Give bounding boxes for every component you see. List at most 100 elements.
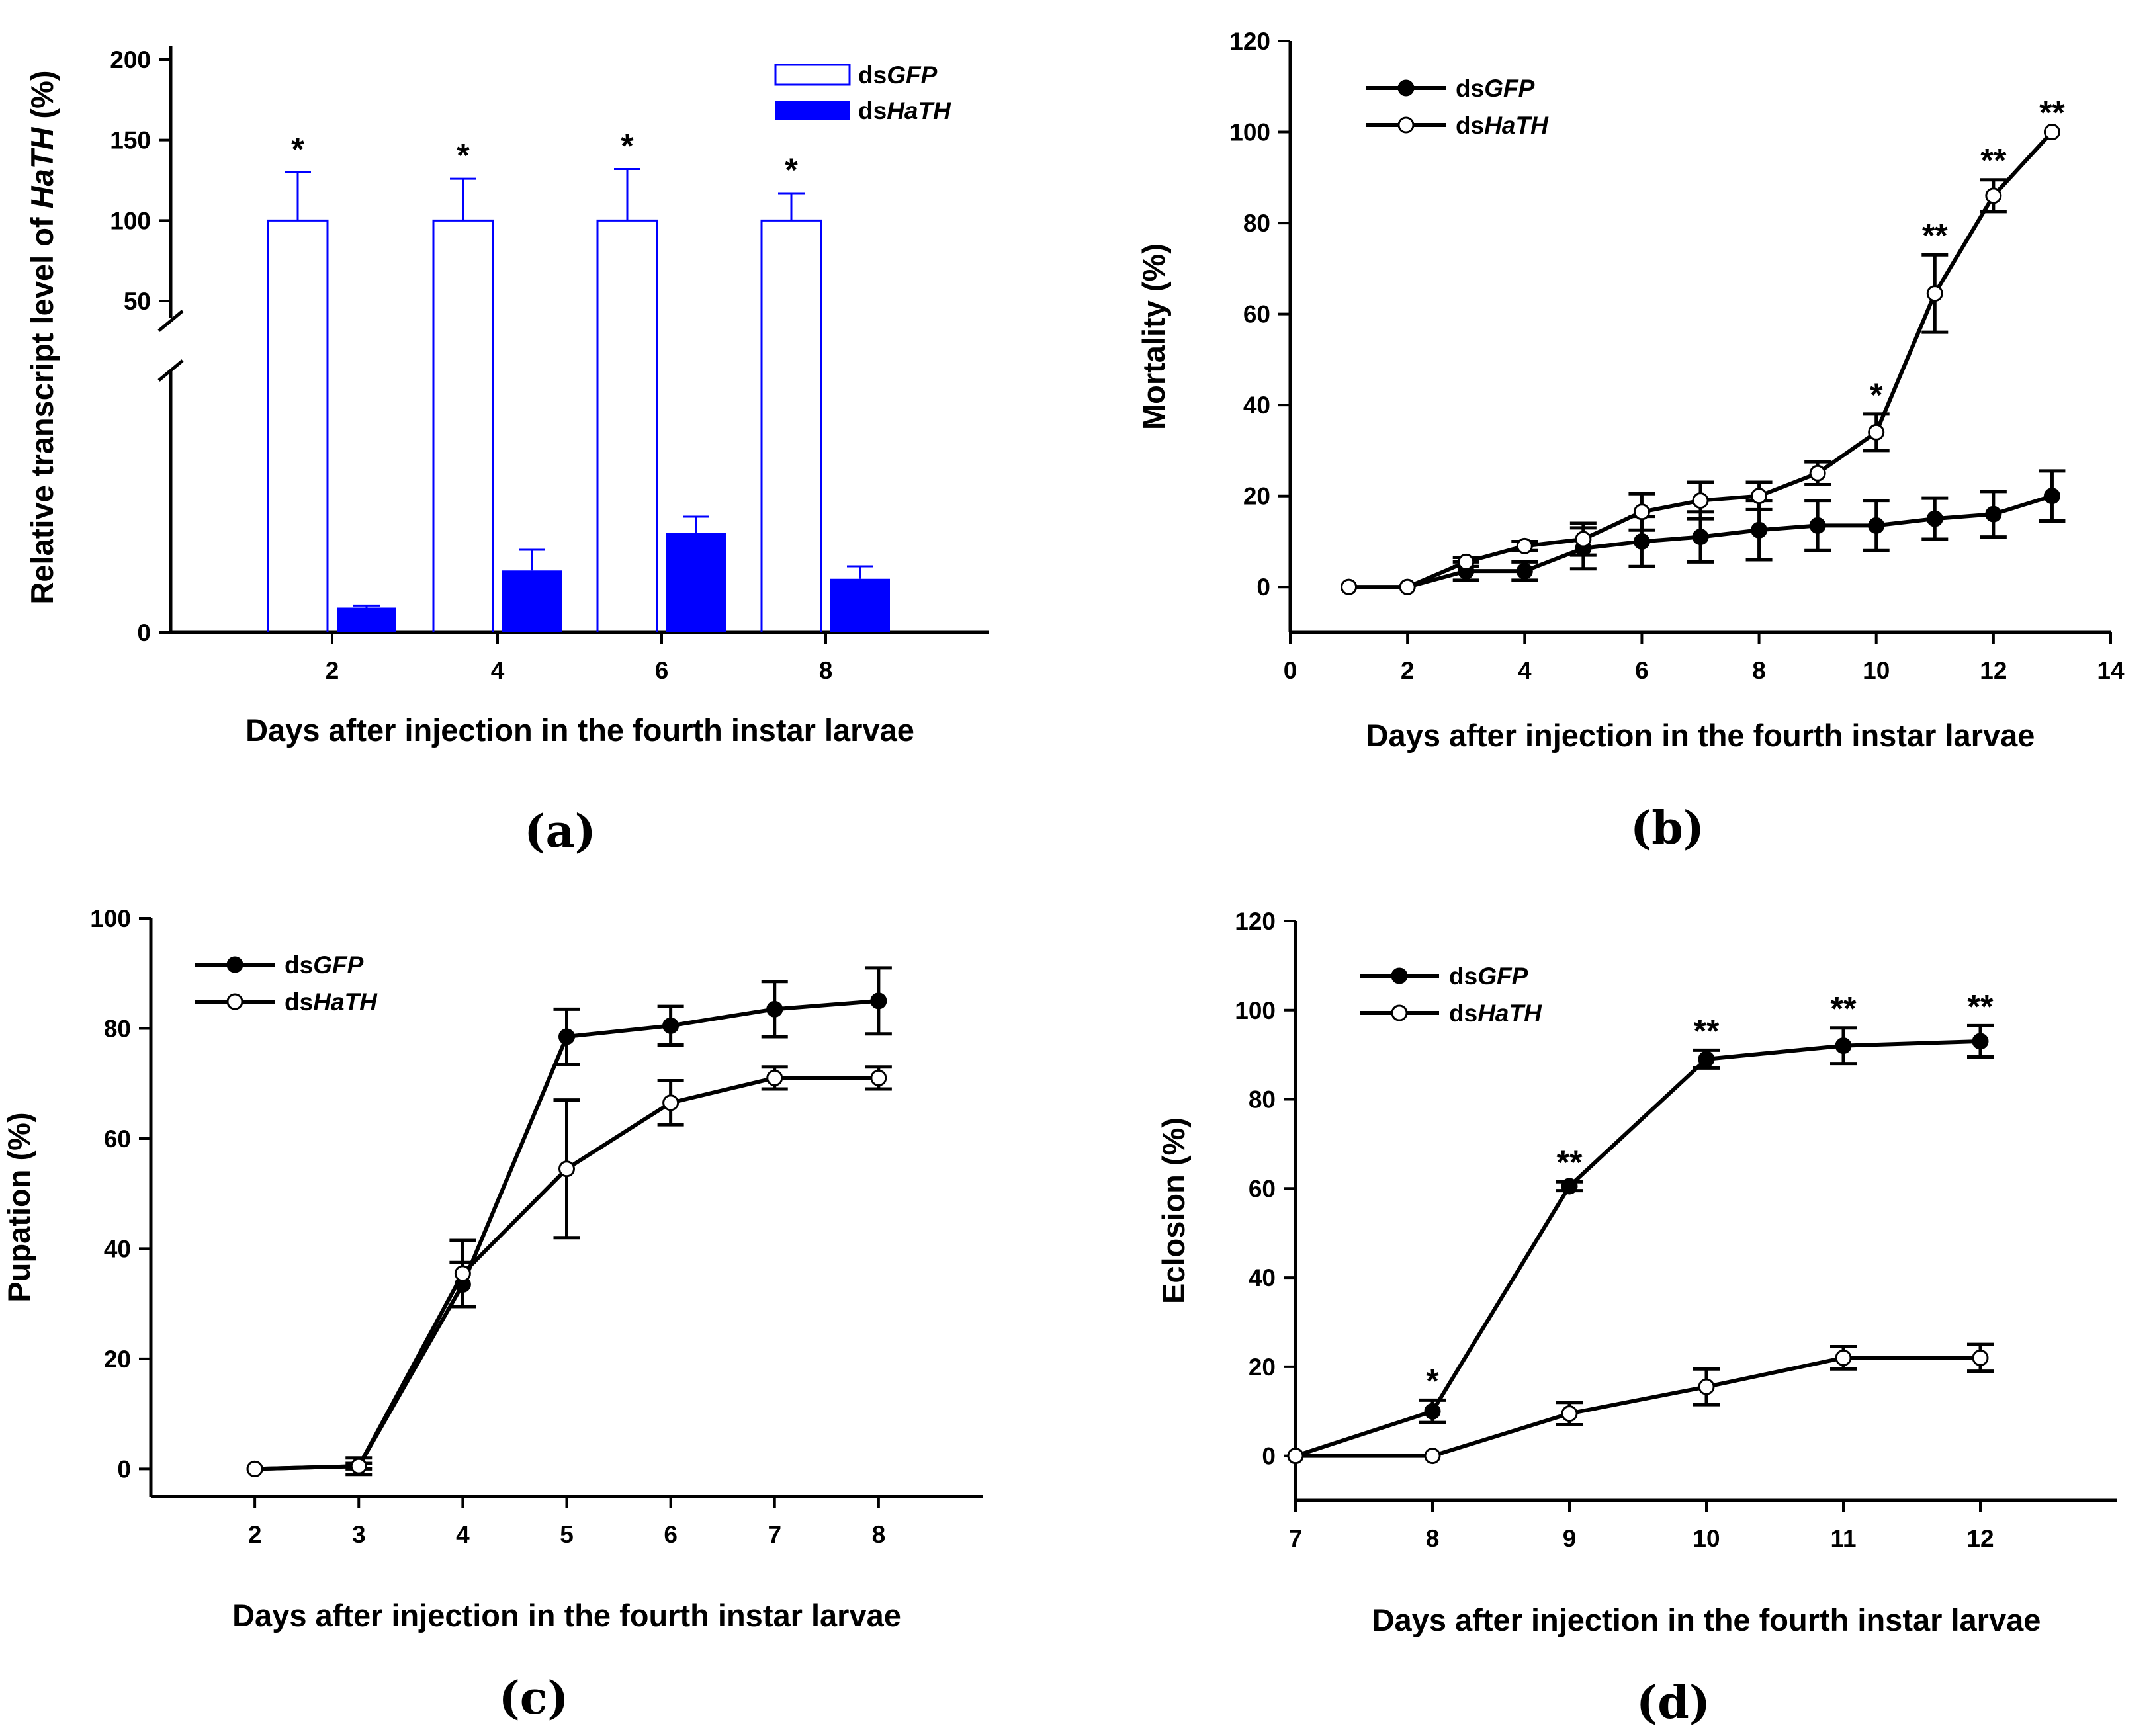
data-point-dshath [1287, 1448, 1304, 1465]
data-point-dshath [870, 1069, 887, 1086]
y-tick-label: 200 [110, 46, 151, 73]
significance-marker: * [785, 152, 798, 189]
legend-label-dsgfp: dsGFP [285, 951, 364, 978]
significance-marker: ** [2039, 95, 2065, 132]
x-tick-label: 0 [1284, 657, 1297, 684]
y-axis-label: Relative transcript level of HaTH (%) [24, 70, 60, 604]
x-tick-label: 8 [872, 1521, 886, 1548]
significance-marker: ** [1694, 1012, 1720, 1049]
bar-dsgfp [760, 219, 822, 632]
y-axis-label: Eclosion (%) [1156, 1117, 1191, 1304]
legend-label-dshath: dsHaTH [285, 988, 378, 1016]
legend-label-dsgfp: dsGFP [858, 62, 938, 89]
legend-label-dsgfp: dsGFP [1456, 75, 1535, 102]
y-tick-label: 100 [110, 207, 151, 234]
significance-marker: ** [1557, 1144, 1583, 1181]
x-tick-label: 10 [1863, 657, 1890, 684]
legend-label-dsgfp-prefix: ds [1449, 963, 1477, 990]
x-tick-label: 2 [326, 657, 339, 684]
x-tick-label: 12 [1966, 1525, 1994, 1552]
y-tick-label: 100 [90, 905, 131, 932]
data-point-dsgfp [1751, 521, 1768, 539]
x-axis-label: Days after injection in the fourth insta… [232, 1598, 901, 1633]
x-axis-label: Days after injection in the fourth insta… [245, 713, 914, 748]
legend-label-dsgfp-prefix: ds [285, 951, 313, 978]
x-axis-label: Days after injection in the fourth insta… [1372, 1602, 2041, 1637]
data-point-dshath [1926, 285, 1943, 302]
x-tick-label: 10 [1693, 1525, 1720, 1552]
y-tick-label: 20 [104, 1346, 131, 1373]
legend-marker-dshath [1391, 1004, 1408, 1021]
x-tick-label: 12 [1980, 657, 2007, 684]
axis-break-mark-lower [157, 359, 184, 382]
data-point-dshath [2043, 124, 2060, 141]
data-point-dsgfp [1809, 517, 1826, 534]
y-axis-label-prefix: Relative transcript level of [24, 208, 60, 604]
data-point-dshath [1633, 503, 1650, 521]
bar-dsgfp [432, 219, 494, 632]
data-point-dshath [246, 1460, 263, 1477]
data-point-dsgfp [1561, 1178, 1578, 1195]
data-point-dshath [1516, 537, 1533, 554]
significance-marker: ** [1968, 988, 1994, 1025]
data-point-dshath [766, 1069, 783, 1086]
data-point-dsgfp [2043, 488, 2060, 505]
legend-label-dshath: dsHaTH [1449, 1000, 1542, 1027]
panel-label: (d) [1636, 1676, 1710, 1729]
data-point-dsgfp [766, 1000, 783, 1018]
data-point-dsgfp [1698, 1051, 1715, 1068]
y-tick-label: 60 [1249, 1175, 1276, 1202]
y-tick-label: 20 [1249, 1354, 1276, 1381]
significance-marker: * [1870, 376, 1883, 413]
bar-dshath [337, 607, 396, 632]
series-line-dsgfp [1295, 1039, 1981, 1458]
x-tick-label: 2 [248, 1521, 262, 1548]
legend-label-dsgfp: dsGFP [1449, 963, 1528, 990]
data-point-dshath [1698, 1378, 1715, 1395]
data-point-dshath [1692, 492, 1709, 509]
legend-swatch-dsgfp [774, 64, 851, 86]
y-tick-label: 0 [1256, 574, 1270, 601]
x-tick-label: 6 [664, 1521, 678, 1548]
y-tick-label: 80 [104, 1015, 131, 1042]
legend-label-dshath-italic: HaTH [887, 97, 951, 124]
legend-swatch-dshath [775, 101, 850, 120]
bar-dsgfp [267, 219, 329, 632]
legend-label-dsgfp-italic: GFP [1477, 963, 1528, 990]
legend-label-dsgfp-italic: GFP [887, 62, 937, 89]
data-point-dsgfp [1835, 1037, 1852, 1055]
x-tick-label: 6 [1635, 657, 1649, 684]
significance-marker: ** [1922, 217, 1948, 254]
data-point-dshath [454, 1265, 471, 1282]
y-tick-label: 0 [1262, 1443, 1276, 1470]
y-tick-label: 50 [124, 288, 151, 315]
data-point-dsgfp [1633, 533, 1650, 550]
data-point-dsgfp [1516, 562, 1533, 580]
panel-label: (a) [524, 805, 595, 858]
axis-break-mark-upper [157, 310, 184, 332]
data-point-dshath [1341, 578, 1358, 595]
x-tick-label: 9 [1563, 1525, 1577, 1552]
y-tick-label: 60 [104, 1125, 131, 1152]
bar-dshath [666, 533, 726, 632]
x-tick-label: 4 [456, 1521, 470, 1548]
legend-label-dsgfp-italic: GFP [313, 951, 363, 978]
legend-marker-dsgfp [1391, 967, 1408, 984]
legend-label-dshath-italic: HaTH [313, 988, 378, 1016]
y-tick-label: 40 [104, 1235, 131, 1262]
data-point-dsgfp [870, 992, 887, 1010]
data-point-dsgfp [1868, 517, 1885, 534]
legend-label-dsgfp-italic: GFP [1484, 75, 1534, 102]
data-point-dshath [1868, 423, 1885, 441]
x-axis-label: Days after injection in the fourth insta… [1366, 718, 2035, 753]
legend-label-dshath: dsHaTH [858, 97, 951, 124]
data-point-dshath [1399, 578, 1416, 595]
y-axis-label: Mortality (%) [1136, 243, 1171, 430]
y-tick-label: 120 [1229, 28, 1270, 55]
y-axis-label-italic: HaTH [24, 127, 60, 209]
significance-marker: * [457, 137, 470, 174]
data-point-dshath [1561, 1405, 1578, 1422]
